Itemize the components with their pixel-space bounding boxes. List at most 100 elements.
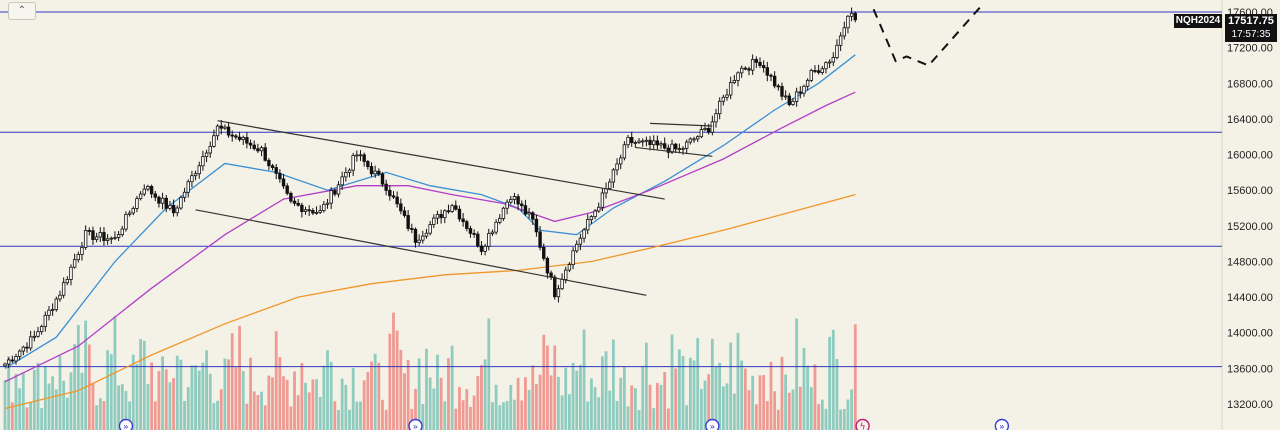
volume-bar: [340, 378, 344, 430]
volume-bar: [696, 338, 700, 430]
volume-bar: [582, 329, 586, 430]
candle-body: [80, 247, 84, 255]
candle-body: [622, 144, 627, 159]
candle-body: [465, 221, 469, 229]
volume-bar: [194, 365, 197, 430]
event-marker-icon[interactable]: [408, 418, 423, 430]
bar-countdown: 17:57:35: [1231, 29, 1271, 40]
volume-bar: [10, 402, 14, 430]
volume-bar: [666, 408, 670, 430]
volume-bar: [271, 377, 274, 430]
trend-line[interactable]: [195, 209, 647, 296]
candle-body: [714, 113, 718, 123]
volume-bar: [410, 408, 414, 430]
volume-bar: [644, 342, 648, 430]
volume-bar: [124, 390, 128, 430]
candle-body: [219, 125, 223, 129]
volume-bar: [355, 401, 359, 430]
candle-body: [512, 196, 517, 200]
volume-bar: [637, 409, 641, 430]
volume-bar: [494, 384, 498, 430]
volume-bar: [80, 372, 84, 430]
trend-line[interactable]: [650, 122, 713, 127]
volume-bar: [87, 344, 91, 430]
volume-bar: [461, 400, 465, 430]
candle-body: [765, 67, 770, 76]
candle-body: [706, 128, 711, 133]
event-marker-icon[interactable]: [705, 418, 720, 430]
candle-body: [50, 309, 55, 311]
volume-bar: [179, 359, 183, 430]
candle-body: [336, 184, 341, 195]
candle-body: [138, 193, 143, 200]
candle-body: [556, 288, 561, 298]
candle-body: [432, 217, 436, 225]
candle-body: [248, 142, 253, 146]
candle-body: [215, 125, 220, 137]
candle-body: [534, 218, 539, 233]
candle-body: [377, 170, 381, 175]
event-marker-icon[interactable]: [994, 418, 1010, 430]
volume-bar: [663, 372, 667, 430]
candle-body: [527, 212, 531, 215]
candle-body: [171, 204, 176, 214]
volume-bar: [403, 373, 406, 430]
candle-body: [281, 178, 286, 187]
y-tick-label: 13600.00: [1227, 363, 1273, 375]
volume-bar: [106, 350, 110, 430]
candle-body: [824, 62, 828, 70]
candle-body: [230, 134, 234, 137]
candle-body: [783, 95, 788, 98]
candle-body: [142, 188, 146, 195]
dividend-marker-icon[interactable]: [855, 418, 870, 430]
volume-bar: [718, 362, 722, 430]
volume-bar: [538, 374, 542, 430]
volume-bar: [465, 389, 469, 430]
candle-body: [223, 126, 227, 129]
volume-bar: [406, 359, 410, 430]
candle-body: [94, 236, 99, 240]
trend-line[interactable]: [217, 120, 665, 200]
candle-body: [523, 205, 528, 215]
candle-body: [160, 197, 165, 204]
volume-bar: [824, 408, 828, 430]
candle-body: [721, 96, 726, 102]
volume-bar: [710, 338, 714, 430]
candle-body: [358, 154, 363, 157]
candle-body: [179, 196, 183, 209]
volume-bar: [54, 389, 58, 430]
volume-bar: [828, 336, 832, 430]
volume-bar: [36, 362, 40, 430]
candle-body: [666, 147, 671, 153]
candle-body: [421, 235, 425, 241]
y-tick-label: 15600.00: [1227, 185, 1273, 197]
candle-body: [424, 232, 429, 237]
collapse-button[interactable]: ⌃: [8, 2, 36, 20]
volume-bar: [417, 358, 421, 430]
event-marker-icon[interactable]: [118, 418, 134, 430]
volume-bar: [721, 386, 725, 430]
candle-body: [201, 156, 205, 167]
projection-path[interactable]: [872, 6, 981, 67]
trend-line[interactable]: [635, 146, 713, 157]
candle-body: [270, 165, 275, 168]
y-tick-label: 14400.00: [1227, 292, 1273, 304]
volume-bar: [754, 404, 758, 430]
candle-body: [168, 204, 172, 209]
volume-bar: [282, 376, 285, 430]
volume-bar: [608, 390, 612, 430]
candle-body: [630, 136, 634, 144]
volume-bar: [3, 380, 7, 430]
candle-body: [186, 181, 190, 193]
candle-body: [278, 172, 282, 180]
volume-bar: [795, 318, 799, 430]
candle-body: [710, 121, 715, 133]
volume-bar: [91, 382, 95, 430]
candle-body: [362, 154, 366, 162]
candle-body: [157, 196, 161, 204]
candle-body: [446, 210, 451, 213]
volume-bar: [285, 379, 289, 430]
candle-body: [395, 196, 399, 205]
